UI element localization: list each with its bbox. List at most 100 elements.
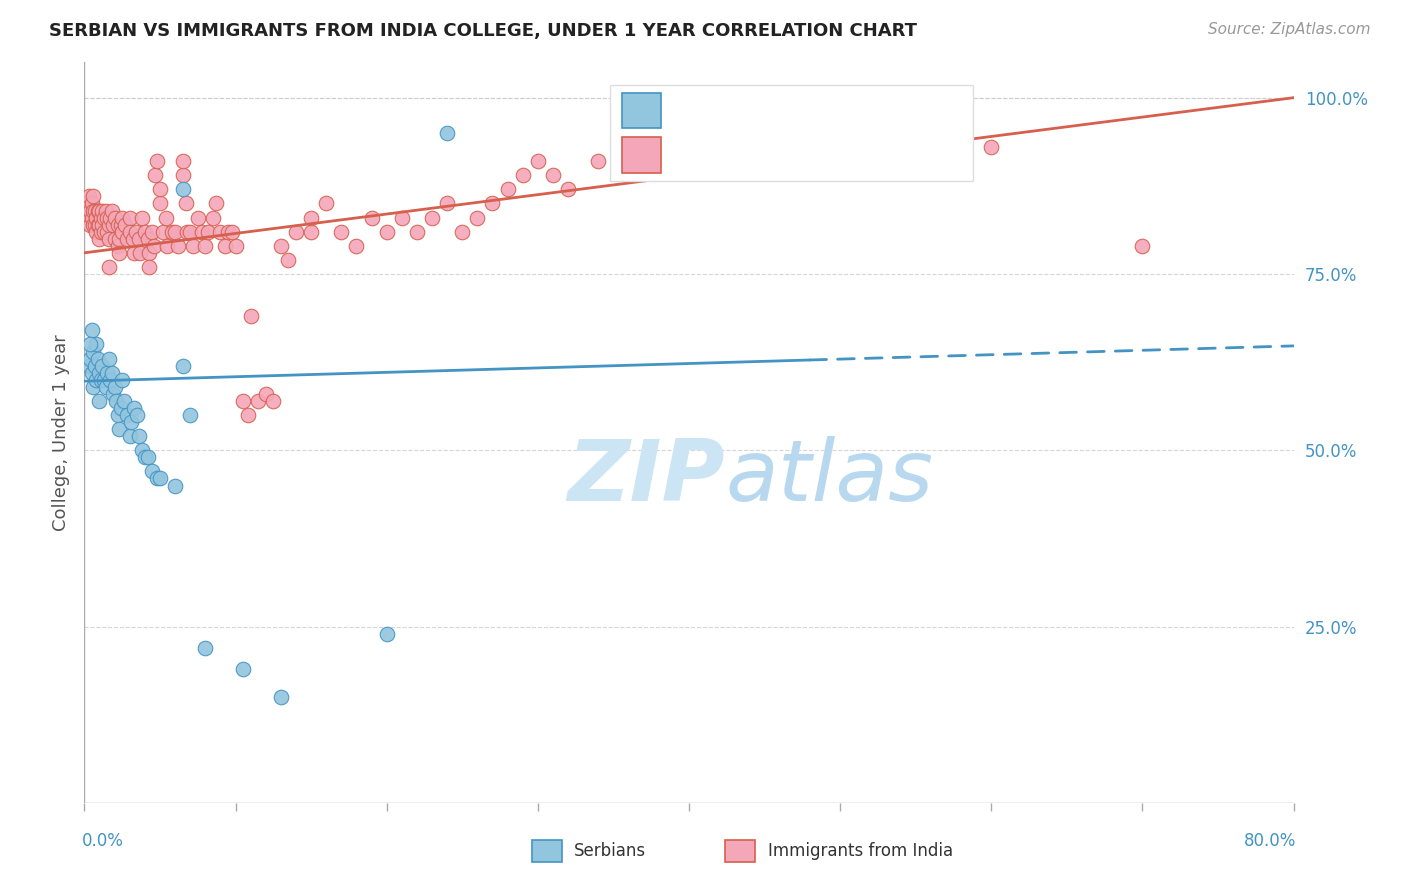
Point (79, 203, 101, 218)
Point (122, 245, 145, 260)
Point (96, 211, 118, 225)
Point (90, 211, 112, 225)
Point (149, 182, 172, 196)
Point (100, 366, 122, 380)
Point (194, 239, 217, 253)
Point (277, 252, 299, 267)
Point (420, 211, 443, 225)
Text: 0.0%: 0.0% (82, 832, 124, 850)
Point (134, 450, 156, 465)
Point (115, 232, 138, 246)
Point (107, 408, 129, 422)
Text: N =: N = (828, 146, 868, 164)
Point (436, 196, 458, 211)
Point (131, 211, 153, 225)
Point (141, 464, 163, 478)
Point (239, 310, 262, 324)
Point (155, 211, 177, 225)
Point (86, 337, 108, 351)
Point (80, 196, 103, 211)
Point (167, 239, 190, 253)
Point (201, 211, 224, 225)
Point (588, 154, 610, 169)
Text: atlas: atlas (725, 435, 934, 518)
Point (101, 387, 124, 401)
Point (107, 218, 129, 232)
Point (114, 218, 136, 232)
Point (105, 393, 128, 408)
Point (391, 211, 413, 225)
Point (205, 196, 228, 211)
Point (179, 225, 201, 239)
Point (197, 225, 219, 239)
Point (125, 225, 148, 239)
Point (496, 182, 519, 196)
Point (82, 344, 104, 359)
Point (111, 373, 134, 387)
FancyBboxPatch shape (725, 840, 755, 862)
Point (360, 211, 382, 225)
Point (179, 408, 201, 422)
Point (254, 387, 277, 401)
Point (160, 225, 183, 239)
Point (209, 225, 232, 239)
Point (172, 154, 194, 169)
Point (270, 239, 292, 253)
Point (94, 380, 117, 394)
Point (128, 232, 150, 246)
Point (82, 218, 104, 232)
Point (142, 239, 165, 253)
Point (315, 196, 337, 211)
Point (172, 182, 194, 196)
Point (174, 196, 197, 211)
Text: ZIP: ZIP (568, 435, 725, 518)
Point (247, 393, 270, 408)
Point (91, 218, 114, 232)
Point (236, 408, 259, 422)
Point (136, 450, 159, 465)
Point (87, 203, 110, 218)
Point (108, 245, 131, 260)
Point (134, 225, 156, 239)
Point (406, 225, 429, 239)
Point (145, 168, 167, 182)
Point (149, 196, 172, 211)
Point (191, 225, 214, 239)
Point (156, 239, 179, 253)
Point (138, 260, 160, 274)
Text: 122: 122 (883, 146, 920, 164)
FancyBboxPatch shape (623, 93, 661, 128)
Point (1130, 239, 1153, 253)
Point (176, 225, 198, 239)
Text: 80.0%: 80.0% (1243, 832, 1296, 850)
Point (181, 239, 204, 253)
Point (127, 408, 149, 422)
Point (187, 211, 209, 225)
Point (112, 393, 135, 408)
Point (111, 225, 134, 239)
Point (110, 218, 132, 232)
Text: 0.048: 0.048 (731, 102, 789, 120)
Point (97, 232, 120, 246)
Point (129, 245, 152, 260)
Point (82, 203, 104, 218)
Text: N =: N = (828, 102, 868, 120)
Text: 0.370: 0.370 (731, 146, 789, 164)
Text: SERBIAN VS IMMIGRANTS FROM INDIA COLLEGE, UNDER 1 YEAR CORRELATION CHART: SERBIAN VS IMMIGRANTS FROM INDIA COLLEGE… (49, 22, 917, 40)
Point (79, 351, 101, 366)
Point (97, 218, 120, 232)
Point (98, 373, 121, 387)
Point (93, 225, 115, 239)
Point (512, 168, 534, 182)
Point (79, 218, 101, 232)
Point (146, 154, 169, 169)
Point (467, 211, 489, 225)
Point (94, 203, 117, 218)
Point (115, 408, 138, 422)
Point (93, 373, 115, 387)
Point (285, 225, 308, 239)
Point (648, 140, 671, 154)
Point (104, 380, 127, 394)
Point (120, 415, 142, 429)
Point (84, 359, 107, 373)
